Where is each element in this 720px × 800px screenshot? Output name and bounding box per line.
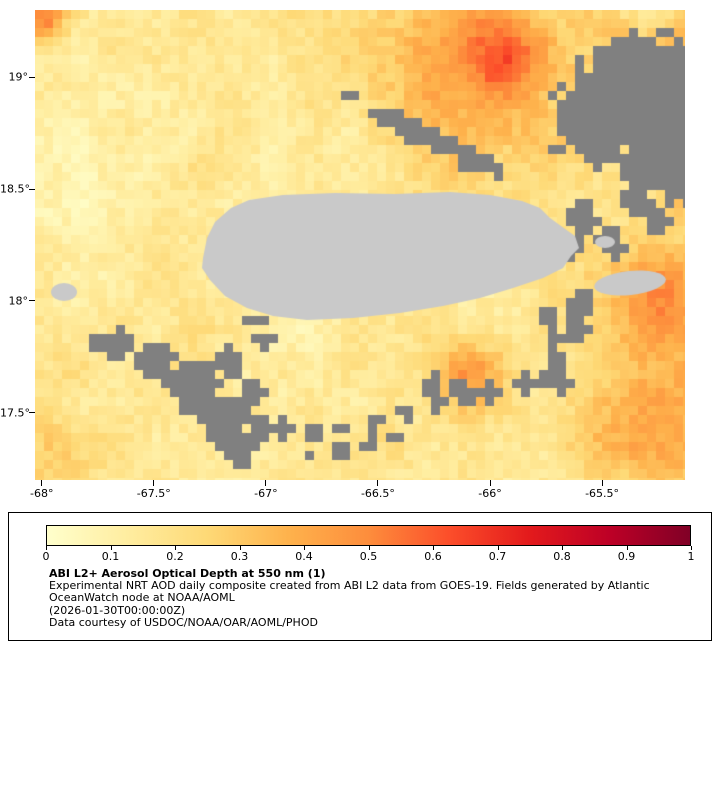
colorbar-tick-label: 0.2 [166, 550, 184, 563]
colorbar-tick [626, 546, 628, 550]
colorbar-tick [497, 546, 499, 550]
colorbar-tick-label: 0.8 [553, 550, 571, 563]
colorbar-tick [368, 546, 370, 550]
colorbar-tick-label: 0.5 [359, 550, 378, 563]
legend-title: ABI L2+ Aerosol Optical Depth at 550 nm … [49, 567, 326, 580]
colorbar-tick [46, 546, 47, 550]
colorbar-tick-label: 0.4 [295, 550, 313, 563]
x-tick-label: -65.5° [585, 487, 620, 500]
colorbar-tick-label: 0.6 [424, 550, 442, 563]
map-axes: 19° 18.5° 18° 17.5° -68° -67.5° -67° -66.5° -66°… [0, 70, 620, 500]
x-tick-label: -68° [29, 487, 54, 500]
x-tick-label: -67.5° [136, 487, 171, 500]
legend-credit: Data courtesy of USDOC/NOAA/OAR/AOML/PHO… [49, 615, 318, 629]
x-tick-label: -67° [254, 487, 278, 500]
colorbar-tick [110, 546, 112, 550]
y-tick [29, 300, 35, 302]
y-tick-label: 19° [8, 70, 29, 84]
x-tick-label: -66° [478, 487, 502, 500]
x-tick [377, 480, 379, 486]
colorbar-tick [562, 546, 563, 550]
colorbar-tick-label: 0.7 [488, 550, 507, 563]
legend-timestamp: (2026-01-30T00:00:00Z) [49, 603, 186, 617]
colorbar-tick [239, 546, 241, 550]
colorbar-tick [433, 546, 434, 550]
y-tick [29, 76, 35, 78]
colorbar-tick [304, 546, 305, 550]
legend-description-line1: Experimental NRT AOD daily composite cre… [49, 579, 650, 593]
colorbar-tick-label: 1 [687, 550, 695, 563]
y-tick [29, 412, 35, 414]
x-tick [265, 480, 267, 486]
y-tick-label: 18.5° [0, 182, 30, 196]
legend-text-block: ABI L2+ Aerosol Optical Depth at 550 nm … [49, 567, 650, 629]
y-tick-label: 17.5° [0, 406, 30, 420]
colorbar-tick-label: 0.3 [230, 550, 249, 563]
colorbar-tick-label: 0 [42, 550, 50, 563]
x-tick [489, 480, 491, 486]
colorbar-tick-label: 0.1 [101, 550, 120, 563]
colorbar-tick-label: 0.9 [617, 550, 636, 563]
aod-map-canvas [35, 10, 685, 480]
y-tick [29, 188, 35, 190]
x-tick-label: -66.5° [360, 487, 395, 500]
y-tick-label: 18° [8, 294, 29, 308]
legend-description-line2: OceanWatch node at NOAA/AOML [49, 591, 235, 605]
colorbar-gradient [46, 525, 691, 546]
colorbar-tick [691, 546, 692, 550]
x-tick [601, 480, 603, 486]
x-tick [153, 480, 155, 486]
colorbar-tick [175, 546, 176, 550]
colorbar-ticks: 0 0.1 0.2 0.3 0.4 0.5 0.6 0.7 0.8 0.9 1 [42, 546, 695, 566]
x-tick [41, 480, 43, 486]
legend-panel: 0 0.1 0.2 0.3 0.4 0.5 0.6 0.7 0.8 0.9 1 ABI L2+ Ae… [8, 512, 712, 641]
